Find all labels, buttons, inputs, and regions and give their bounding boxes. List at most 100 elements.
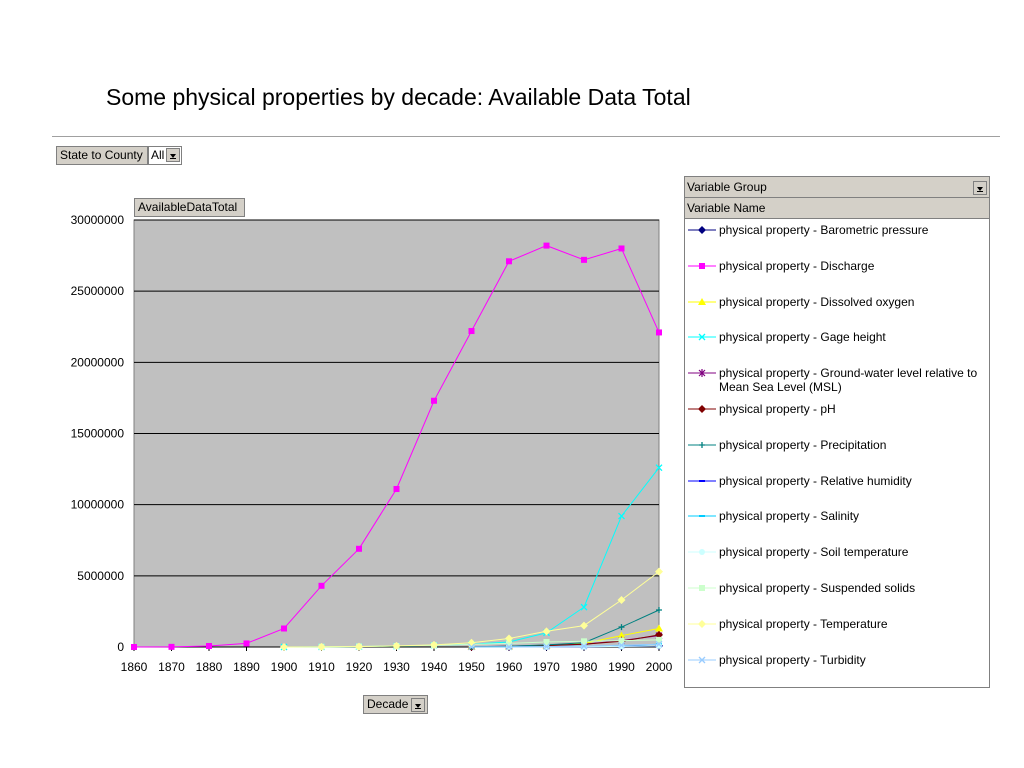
data-point — [431, 397, 437, 404]
y-tick-label: 15000000 — [71, 427, 125, 441]
x-tick-label: 1900 — [271, 660, 298, 674]
data-point — [506, 640, 512, 647]
legend-swatch — [688, 441, 716, 448]
legend-swatch — [688, 262, 716, 269]
legend-swatch — [688, 515, 716, 518]
variable-name-field-button[interactable]: Variable Name — [685, 198, 989, 219]
data-point — [618, 641, 625, 649]
series-12 — [468, 640, 663, 651]
legend-label: physical property - Precipitation — [719, 437, 887, 452]
legend-swatch — [688, 333, 716, 341]
variable-group-label: Variable Group — [687, 180, 767, 194]
x-tick-label: 1890 — [233, 660, 260, 674]
available-data-total-field-button[interactable]: AvailableDataTotal — [134, 198, 245, 217]
data-point — [318, 582, 325, 589]
variable-group-field-button[interactable]: Variable Group — [685, 177, 989, 198]
data-point — [543, 643, 550, 651]
x-tick-label: 1980 — [571, 660, 598, 674]
legend-label: physical property - Discharge — [719, 258, 875, 273]
data-point — [656, 636, 662, 643]
data-point — [581, 638, 587, 645]
legend-swatch — [688, 585, 716, 591]
data-point — [542, 627, 551, 636]
data-point — [131, 644, 137, 650]
legend-label: physical property - Relative humidity — [719, 473, 912, 488]
data-point — [317, 642, 326, 651]
data-point — [618, 643, 625, 650]
data-point — [656, 329, 662, 336]
legend-label: physical property - Temperature — [719, 616, 888, 631]
data-point — [206, 643, 212, 650]
legend-swatch — [688, 297, 716, 305]
x-tick-label: 1870 — [158, 660, 185, 674]
data-point — [168, 643, 175, 650]
data-point — [468, 328, 475, 335]
line-chart: 0 5000000 10000000 15000000 20000000 25000000… — [71, 213, 673, 674]
y-tick-label: 10000000 — [71, 498, 125, 512]
legend: Variable Group Variable Name physical pr… — [684, 176, 990, 688]
decade-field-label: Decade — [367, 697, 409, 711]
legend-label: physical property - Barometric pressure — [719, 223, 929, 237]
data-point — [618, 245, 625, 252]
data-point — [580, 642, 588, 650]
data-point — [506, 258, 512, 265]
legend-label: physical property - Gage height — [719, 330, 886, 345]
data-point — [392, 641, 401, 650]
legend-swatch — [688, 405, 716, 413]
data-point — [581, 256, 587, 263]
data-point — [280, 643, 288, 651]
legend-label: physical property - Ground-water level r… — [719, 366, 978, 395]
state-to-county-value-text: All — [151, 148, 165, 162]
decade-field-button[interactable]: Decade — [363, 695, 428, 714]
data-point — [618, 624, 625, 631]
data-point — [656, 606, 662, 613]
data-point — [618, 637, 625, 644]
data-point — [281, 625, 287, 632]
legend-swatch — [688, 549, 716, 556]
data-point — [655, 567, 663, 576]
chevron-down-icon[interactable] — [411, 698, 425, 712]
legend-swatch — [688, 619, 716, 628]
chevron-down-icon[interactable] — [973, 181, 987, 195]
data-point — [543, 639, 550, 646]
legend-swatch — [688, 656, 716, 664]
y-tick-label: 20000000 — [71, 355, 125, 369]
legend-label: physical property - Dissolved oxygen — [719, 294, 915, 309]
y-tick-label: 5000000 — [77, 569, 124, 583]
legend-swatch — [688, 369, 716, 378]
state-to-county-field-button[interactable]: State to County — [56, 146, 148, 165]
legend-swatch — [688, 479, 716, 482]
x-tick-label: 2000 — [646, 660, 673, 674]
x-tick-label: 1860 — [121, 660, 148, 674]
y-tick-label: 0 — [117, 640, 124, 654]
y-tick-label: 25000000 — [71, 284, 125, 298]
data-point — [618, 512, 625, 520]
legend-label: physical property - Suspended solids — [719, 581, 916, 595]
title-divider — [52, 136, 1000, 137]
x-tick-label: 1990 — [608, 660, 635, 674]
legend-label: physical property - Turbidity — [719, 652, 866, 667]
state-to-county-value[interactable]: All — [148, 146, 182, 165]
series-1 — [131, 242, 662, 650]
x-tick-label: 1940 — [421, 660, 448, 674]
data-point — [655, 464, 663, 472]
x-tick-label: 1950 — [458, 660, 485, 674]
data-point — [243, 640, 250, 647]
chevron-down-icon[interactable] — [166, 148, 180, 162]
x-tick-label: 1960 — [496, 660, 523, 674]
y-tick-label: 30000000 — [71, 213, 125, 227]
data-point — [505, 643, 513, 651]
x-tick-label: 1920 — [346, 660, 373, 674]
data-point — [355, 642, 363, 651]
data-point — [430, 640, 438, 649]
data-point — [580, 621, 588, 630]
variable-name-label: Variable Name — [687, 201, 766, 215]
x-tick-label: 1970 — [533, 660, 560, 674]
data-point — [356, 545, 362, 552]
data-point — [543, 242, 550, 249]
data-point — [468, 643, 475, 651]
x-tick-label: 1930 — [383, 660, 410, 674]
data-point — [393, 486, 400, 493]
data-point — [580, 603, 588, 611]
data-point — [617, 596, 626, 605]
